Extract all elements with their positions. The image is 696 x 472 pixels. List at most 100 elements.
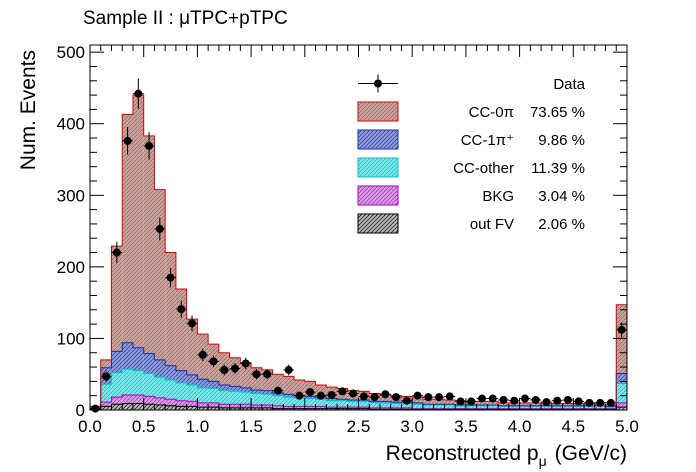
bar-segment [508,406,520,409]
bar-segment [369,407,380,410]
bar-segment [122,403,133,410]
x-tick-label: 3.5 [454,417,478,436]
bar-segment [616,383,627,403]
data-point [476,394,488,403]
bar-segment [132,394,144,404]
data-point [401,396,413,405]
bar-segment [218,390,230,405]
data-point [197,348,209,362]
data-point [508,396,520,405]
bar-segment [175,370,187,383]
data-marker [188,319,197,328]
legend-swatch [357,185,399,206]
data-point [90,404,101,413]
bar-segment [186,406,198,410]
data-marker [252,370,261,379]
data-marker [553,396,562,405]
data-point [444,392,456,401]
bar-segment [412,397,423,403]
bar-segment [519,406,531,409]
legend-percent: 9.86 % [538,132,585,149]
outline-cc-1- [89,342,627,410]
data-marker [316,391,325,400]
bar-segment [186,319,198,375]
data-marker [606,398,615,407]
bar-segment [476,405,488,409]
bar-segment [165,252,176,366]
x-tick-label: 4.5 [561,417,585,436]
outline-cc-0- [89,94,627,410]
bar-segment [111,351,123,373]
bar-segment [111,372,123,398]
bar-segment [358,401,370,408]
data-marker [467,397,476,406]
data-marker [499,395,508,404]
data-point [379,390,391,399]
bar-segment [326,407,338,409]
legend-percent: 2.06 % [538,216,585,233]
bar-segment [175,406,187,410]
data-marker [155,224,164,233]
data-marker [166,273,175,282]
data-marker [488,394,497,403]
bar-segment [551,406,563,409]
bar-segment [100,406,112,410]
data-marker [102,372,111,381]
bar-segment [337,407,348,409]
y-tick-label: 400 [57,115,85,134]
data-marker [456,397,465,406]
bar-segment [261,369,273,391]
bar-segment [154,404,166,410]
bar-segment [455,405,466,409]
data-point [390,393,402,402]
data-point [208,355,219,368]
bar-segment [616,304,627,374]
legend-entry: BKG 3.04 % [357,185,585,206]
y-axis-label: Num. Events [17,50,40,170]
data-point [261,369,273,380]
data-marker [349,389,358,398]
bar-segment [208,402,219,408]
bar-segment [616,407,627,410]
data-point [422,393,434,402]
data-point [337,387,348,396]
bar-segment [143,353,155,374]
bar-segment [197,387,209,403]
data-point [272,386,284,395]
legend-swatch [357,213,399,234]
data-marker [542,398,551,407]
bar-segment [294,397,305,407]
bar-segment [294,406,305,409]
bar-segment [369,401,380,403]
bar-segment [444,404,456,409]
x-tick-label: 1.0 [186,417,210,436]
legend-label: CC-other [453,160,514,177]
data-points [90,78,627,413]
bar-segment [315,399,327,407]
bar-segment [261,404,273,408]
bar-segment [143,404,155,410]
bar-segment [240,387,252,393]
chart-title: Sample II : μTPC+pTPC [83,8,288,29]
data-point [519,394,531,403]
data-marker [445,392,454,401]
bar-segment [315,408,327,410]
data-point [551,396,563,405]
legend-entry: CC-1π⁺ 9.86 % [357,129,585,150]
data-point [562,395,574,404]
data-point [122,127,133,155]
data-marker [284,365,293,374]
bar-segment [272,395,284,406]
bar-segment [218,384,230,391]
bar-segment [240,362,252,388]
data-marker [596,398,605,407]
bar-segment [122,114,133,343]
bar-segment [315,406,327,409]
legend: Data CC-0π 73.65 % CC-1π⁺ 9.86 % CC-other 11.3… [357,74,586,234]
data-marker [306,388,315,397]
bar-segment [165,379,176,400]
data-point [315,391,327,400]
bar-segment [433,399,445,405]
bar-segment [498,406,509,409]
bar-segment [261,394,273,405]
